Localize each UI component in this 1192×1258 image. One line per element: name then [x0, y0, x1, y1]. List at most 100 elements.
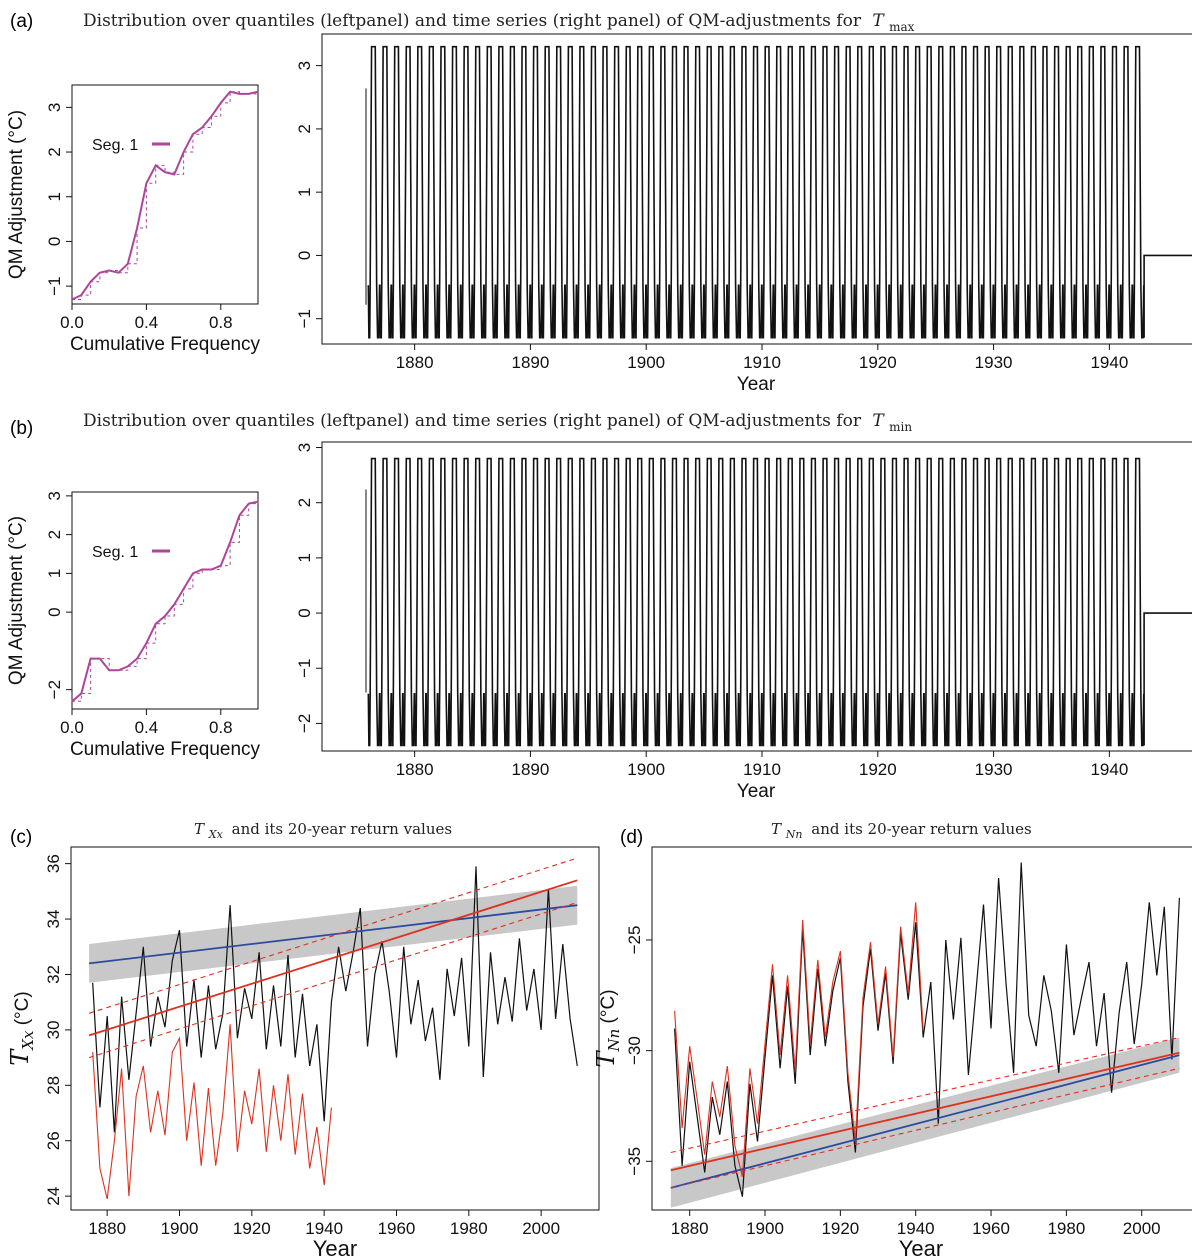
x-tick-label: 1940	[1090, 353, 1128, 372]
y-tick-label: 2	[45, 147, 64, 156]
x-tick-label: 1980	[450, 1219, 488, 1238]
y-tick-label: 32	[44, 965, 63, 984]
quantile-step-dashed	[72, 501, 259, 702]
x-tick-label: 1940	[305, 1219, 343, 1238]
legend-label: Seg. 1	[92, 137, 138, 154]
panel-d-title-text: and its 20-year return values	[811, 820, 1031, 838]
quantile-step-dashed	[72, 91, 259, 300]
blue-trend-line	[88, 904, 578, 965]
y-tick-label: 2	[295, 498, 314, 507]
panel-c-title-sub: Xx	[208, 828, 224, 841]
panel-a-title-text: Distribution over quantiles (leftpanel) …	[83, 11, 862, 31]
x-tick-label: 1900	[627, 353, 665, 372]
quantile-adjustment-line	[71, 500, 259, 703]
y-tick-label: 1	[45, 192, 64, 201]
x-tick-label: 1940	[1090, 760, 1128, 779]
y-tick-label: 1	[295, 553, 314, 562]
x-tick-label: 1880	[396, 760, 434, 779]
panel-b-title-text: Distribution over quantiles (leftpanel) …	[83, 411, 862, 431]
x-tick-label: 0.4	[135, 718, 159, 737]
red-trend-line	[88, 879, 578, 1037]
red-trend-line	[670, 1051, 1180, 1172]
red-upper-dashed	[670, 1036, 1180, 1154]
x-tick-label: 1900	[627, 760, 665, 779]
y-tick-label: 0	[45, 607, 64, 616]
y-axis-label: QM Adjustment (°C)	[6, 110, 27, 279]
adjustment-time-series	[367, 45, 1192, 339]
panel-label-b: (b)	[10, 418, 33, 439]
red-lower-dashed	[88, 901, 578, 1059]
plot-frame-a-left	[71, 84, 259, 305]
red-annual-series	[92, 1024, 332, 1200]
y-tick-label: 0	[295, 251, 314, 260]
x-tick-label: 1960	[972, 1219, 1010, 1238]
panel-c-title-var: T	[194, 820, 205, 838]
x-tick-label: 1880	[671, 1219, 709, 1238]
red-upper-dashed	[88, 857, 578, 1014]
x-tick-label: 1920	[233, 1219, 271, 1238]
x-tick-label: 0.8	[209, 718, 233, 737]
x-tick-label: 0.4	[135, 313, 159, 332]
quantile-adjustment-line	[71, 90, 259, 301]
panel-d-title-sub: Nn	[785, 828, 803, 841]
y-tick-label: −1	[295, 659, 314, 678]
black-annual-series	[92, 866, 578, 1133]
x-axis-label: Cumulative Frequency	[70, 739, 261, 760]
y-tick-label: −25	[625, 926, 644, 955]
panel-a-title-var: T	[872, 11, 885, 31]
y-tick-label: 0	[45, 237, 64, 246]
y-axis-label-var: T	[592, 1050, 620, 1068]
x-tick-label: 0.8	[209, 313, 233, 332]
y-axis-label-unit: (°C)	[598, 989, 619, 1028]
x-tick-label: 1930	[975, 353, 1013, 372]
x-tick-label: 0.0	[60, 718, 84, 737]
x-tick-label: 1960	[378, 1219, 416, 1238]
x-tick-label: 1910	[743, 353, 781, 372]
plot-frame-c	[70, 846, 600, 1211]
y-tick-label: 0	[295, 608, 314, 617]
y-tick-label: 36	[44, 854, 63, 873]
y-tick-label: 26	[44, 1131, 63, 1150]
y-tick-label: 24	[44, 1187, 63, 1206]
y-tick-label: 3	[295, 61, 314, 70]
y-axis-label-var: T	[6, 1048, 34, 1066]
panel-c-title-text: and its 20-year return values	[232, 820, 452, 838]
x-axis-label: Year	[737, 374, 776, 395]
panel-label-a: (a)	[10, 11, 33, 32]
legend-label: Seg. 1	[92, 544, 138, 561]
blue-trend-line	[670, 1054, 1180, 1189]
x-tick-label: 0.0	[60, 313, 84, 332]
confidence-band	[670, 1037, 1180, 1208]
x-tick-label: 1880	[396, 353, 434, 372]
panel-b-title-sub: min	[889, 420, 912, 434]
chart-layer: 0.0 0.4 0.8 −1 0 1 2 3 Cumulative Frequency QM Ad…	[6, 45, 1192, 1258]
x-tick-label: 1930	[975, 760, 1013, 779]
y-axis-label-sub: Nn	[605, 1029, 623, 1053]
x-axis-label: Year	[313, 1236, 357, 1258]
red-annual-series	[674, 902, 924, 1177]
x-tick-label: 1900	[161, 1219, 199, 1238]
x-tick-label: 1940	[897, 1219, 935, 1238]
y-tick-label: −2	[295, 714, 314, 733]
y-tick-label: 2	[45, 530, 64, 539]
plot-frame-b-left	[71, 491, 259, 710]
x-tick-label: 1900	[746, 1219, 784, 1238]
x-tick-label: 1880	[88, 1219, 126, 1238]
y-axis-label-unit: (°C)	[12, 991, 33, 1030]
y-tick-label: 3	[295, 443, 314, 452]
y-tick-label: 28	[44, 1076, 63, 1095]
x-tick-label: 1920	[859, 353, 897, 372]
x-tick-label: 1890	[512, 353, 550, 372]
panel-d-title: T Nn and its 20-year return values	[771, 820, 1032, 842]
y-tick-label: 1	[45, 569, 64, 578]
x-tick-label: 1920	[821, 1219, 859, 1238]
x-tick-label: 1920	[859, 760, 897, 779]
x-tick-label: 2000	[522, 1219, 560, 1238]
y-tick-label: 3	[45, 103, 64, 112]
red-lower-dashed	[670, 1067, 1180, 1189]
x-tick-label: 1910	[743, 760, 781, 779]
panel-a-title: Distribution over quantiles (leftpanel) …	[83, 11, 915, 34]
y-tick-label: 3	[45, 491, 64, 500]
y-tick-label: 30	[44, 1020, 63, 1039]
